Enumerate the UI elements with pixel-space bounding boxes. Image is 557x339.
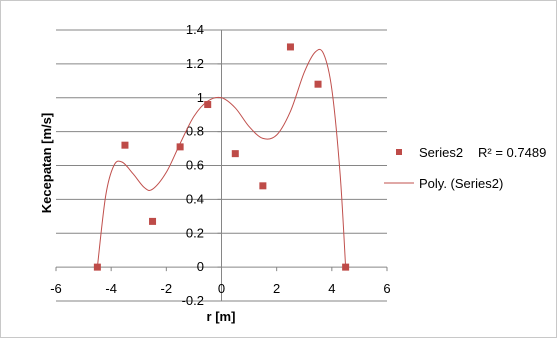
legend-label-series2: Series2	[419, 145, 463, 160]
data-point	[176, 143, 184, 151]
y-tick-label: 0.8	[186, 124, 204, 139]
legend-marker-series2	[396, 149, 402, 155]
data-point	[231, 150, 239, 158]
y-tick-label: 1	[197, 90, 204, 105]
trendline-series2	[96, 48, 347, 268]
data-point	[121, 141, 129, 149]
x-tick-label: -6	[50, 281, 62, 296]
y-tick-label: 1.2	[186, 56, 204, 71]
marker-layer	[93, 43, 350, 271]
r-squared-label: R² = 0.7489	[478, 145, 546, 160]
y-axis-title: Kecepatan [m/s]	[39, 113, 54, 213]
legend: Series2 R² = 0.7489 Poly. (Series2)	[384, 145, 546, 191]
y-tick-label: 0.2	[186, 225, 204, 240]
x-tick-labels: -6 -4 -2 0 2 4 6	[50, 281, 390, 296]
y-tick-label: -0.2	[182, 293, 204, 308]
data-point	[342, 263, 350, 271]
trendline-layer	[96, 48, 347, 268]
x-tick-label: 0	[218, 281, 225, 296]
legend-label-trendline: Poly. (Series2)	[419, 176, 503, 191]
x-axis-title: r [m]	[207, 309, 236, 324]
data-point	[314, 80, 322, 88]
y-tick-label: 0.4	[186, 191, 204, 206]
y-tick-label: 1.4	[186, 22, 204, 37]
y-tick-label: 0	[197, 259, 204, 274]
x-tick-label: 2	[273, 281, 280, 296]
x-tick-label: -4	[105, 281, 117, 296]
x-tick-label: 6	[383, 281, 390, 296]
x-tick-label: -2	[161, 281, 173, 296]
y-tick-labels: -0.2 0 0.2 0.4 0.6 0.8 1 1.2 1.4	[182, 22, 204, 308]
data-point	[93, 263, 101, 271]
data-point	[204, 101, 212, 109]
y-tick-label: 0.6	[186, 158, 204, 173]
data-point	[259, 182, 267, 190]
data-point	[149, 217, 157, 225]
axes	[55, 29, 388, 302]
data-point	[286, 43, 294, 51]
x-tick-label: 4	[328, 281, 335, 296]
